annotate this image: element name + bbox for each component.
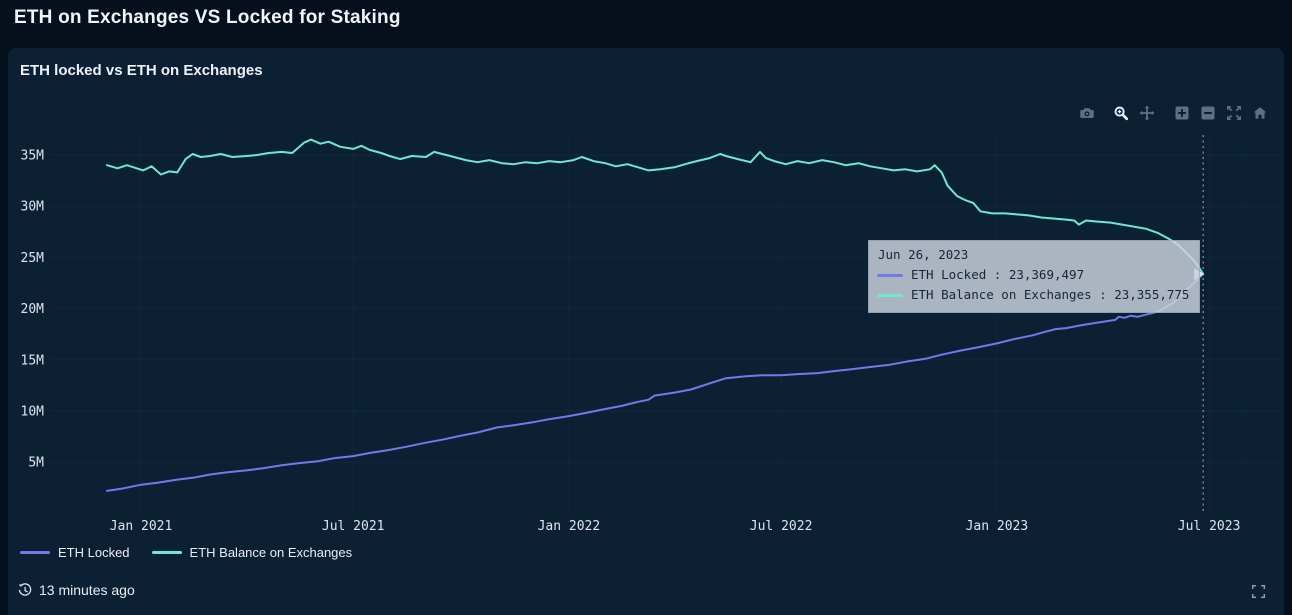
y-tick-label: 35M	[21, 149, 45, 164]
tooltip-row: ETH Locked : 23,369,497	[877, 265, 1189, 285]
pan-arrows-icon[interactable]	[1138, 104, 1155, 121]
y-tick-label: 5M	[28, 456, 44, 471]
last-updated-text: 13 minutes ago	[39, 582, 135, 598]
chart-title: ETH locked vs ETH on Exchanges	[20, 62, 263, 79]
legend-item-eth-locked[interactable]: ETH Locked	[20, 545, 130, 560]
legend-label: ETH Balance on Exchanges	[189, 545, 353, 560]
y-tick-label: 20M	[21, 302, 45, 317]
eth_locked-line	[106, 273, 1205, 492]
plotly-modebar	[1078, 104, 1268, 121]
hover-tooltip: Jun 26, 2023 ETH Locked : 23,369,497 ETH…	[868, 240, 1201, 313]
tooltip-eth-exchanges-value: ETH Balance on Exchanges : 23,355,775	[911, 287, 1190, 302]
history-clock-icon	[18, 583, 32, 596]
legend-label: ETH Locked	[58, 545, 130, 560]
reset-home-icon[interactable]	[1251, 104, 1268, 121]
tooltip-date: Jun 26, 2023	[878, 247, 969, 262]
last-updated-row: 13 minutes ago	[17, 582, 135, 598]
page-title: ETH on Exchanges VS Locked for Staking	[14, 7, 401, 28]
zoom-in-icon[interactable]	[1173, 104, 1190, 121]
x-tick-label: Jan 2022	[538, 519, 601, 534]
download-camera-icon[interactable]	[1078, 104, 1095, 121]
tooltip-eth-locked-value: ETH Locked : 23,369,497	[911, 267, 1085, 282]
x-tick-label: Jul 2023	[1178, 519, 1241, 534]
expand-fullscreen-icon[interactable]	[1251, 584, 1266, 599]
x-tick-label: Jan 2023	[966, 519, 1029, 534]
eth-exchanges-swatch-icon	[151, 551, 182, 554]
legend-item-eth-exchanges[interactable]: ETH Balance on Exchanges	[151, 545, 353, 560]
tooltip-row: ETH Balance on Exchanges : 23,355,775	[877, 285, 1189, 305]
autoscale-icon[interactable]	[1225, 104, 1242, 121]
zoom-out-icon[interactable]	[1199, 104, 1216, 121]
eth-locked-swatch-icon	[20, 551, 50, 554]
x-tick-label: Jul 2021	[322, 519, 385, 534]
y-tick-label: 10M	[21, 405, 45, 420]
chart-legend: ETH Locked ETH Balance on Exchanges	[20, 545, 352, 560]
x-tick-label: Jan 2021	[110, 519, 173, 534]
y-tick-label: 25M	[21, 251, 45, 266]
eth-exchanges-swatch-icon	[877, 293, 903, 297]
y-tick-label: 15M	[21, 353, 45, 368]
x-tick-label: Jul 2022	[750, 519, 813, 534]
zoom-magnifier-icon[interactable]	[1112, 104, 1129, 121]
eth_exchanges-line	[106, 138, 1205, 276]
eth-locked-swatch-icon	[877, 273, 903, 277]
y-tick-label: 30M	[21, 200, 45, 215]
chart-card	[8, 48, 1284, 615]
